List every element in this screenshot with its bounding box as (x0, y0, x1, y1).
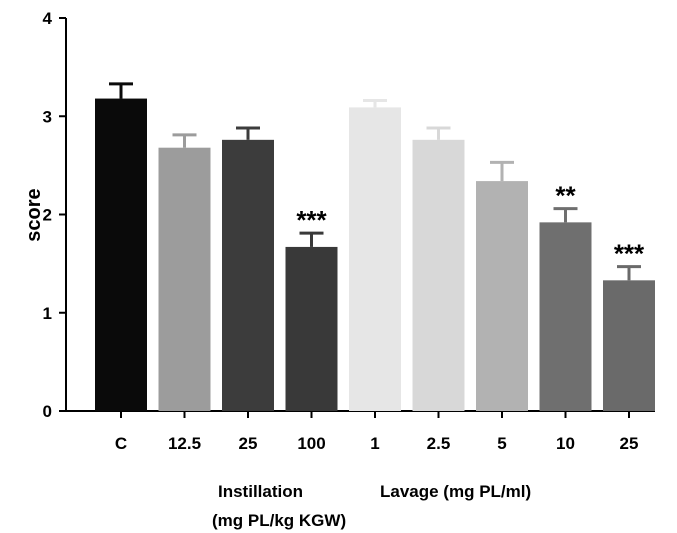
x-tick-label: C (115, 434, 127, 453)
group-label-lavage: Lavage (mg PL/ml) (380, 482, 531, 501)
significance-label: ** (555, 181, 576, 211)
x-tick-label: 10 (556, 434, 575, 453)
y-tick-label: 3 (43, 107, 52, 126)
x-tick-label: 100 (297, 434, 325, 453)
y-tick-label: 0 (43, 402, 52, 421)
bar (349, 107, 401, 411)
x-tick-label: 5 (497, 434, 506, 453)
bars: ******** (95, 82, 655, 411)
bar (539, 222, 592, 411)
bar (476, 181, 528, 411)
y-tick-label: 1 (43, 304, 52, 323)
group-label-instillation-unit: (mg PL/kg KGW) (212, 511, 346, 530)
x-tick-label: 25 (239, 434, 258, 453)
category-labels: C 12.5 25 100 1 2.5 5 10 25 (115, 434, 639, 453)
group-label-instillation: Instillation (218, 482, 303, 501)
bar (222, 139, 274, 411)
significance-label: *** (296, 205, 327, 235)
bar (95, 98, 147, 411)
bar (412, 139, 465, 411)
y-tick-label: 4 (43, 9, 53, 28)
y-tick-label: 2 (43, 206, 52, 225)
x-tick-label: 1 (370, 434, 379, 453)
y-axis-label: score (23, 188, 45, 241)
x-tick-label: 12.5 (168, 434, 201, 453)
bar (603, 280, 655, 411)
group-labels: Instillation (mg PL/kg KGW) Lavage (mg PL/… (212, 482, 531, 530)
bar (158, 147, 211, 411)
x-tick-label: 25 (620, 434, 639, 453)
bar (285, 246, 338, 411)
significance-label: *** (614, 239, 645, 269)
x-tick-label: 2.5 (427, 434, 451, 453)
